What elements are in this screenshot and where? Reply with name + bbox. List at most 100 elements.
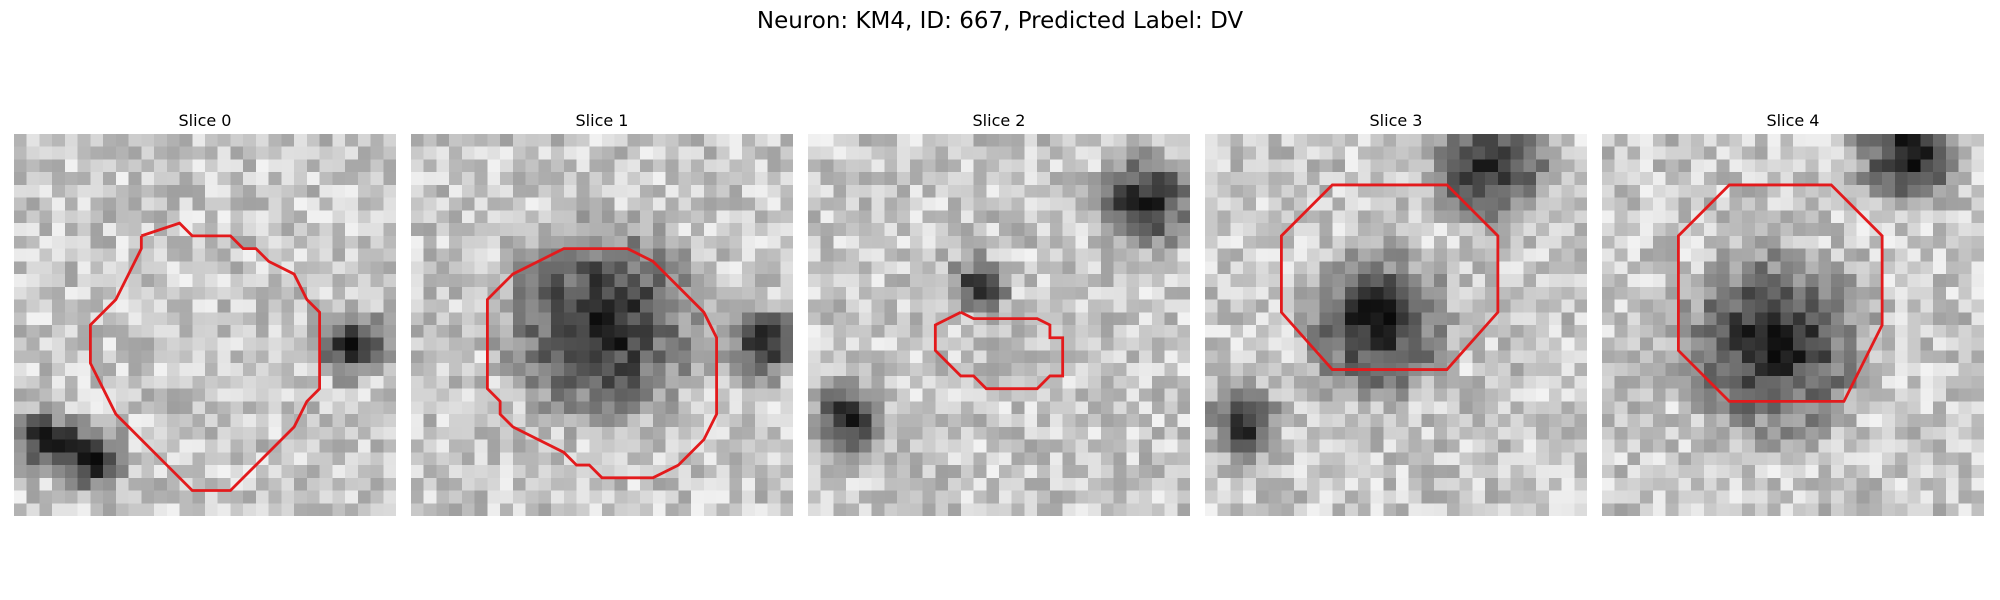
pixel bbox=[1767, 146, 1781, 160]
pixel bbox=[1780, 350, 1794, 364]
pixel bbox=[1472, 375, 1486, 389]
pixel bbox=[319, 490, 333, 504]
pixel bbox=[948, 159, 962, 173]
pixel bbox=[243, 274, 257, 288]
pixel bbox=[973, 210, 987, 224]
pixel bbox=[487, 452, 501, 466]
pixel bbox=[1332, 146, 1346, 160]
pixel bbox=[230, 134, 244, 147]
pixel bbox=[652, 134, 666, 147]
pixel bbox=[423, 350, 437, 364]
pixel bbox=[1024, 261, 1038, 275]
pixel bbox=[1011, 223, 1025, 237]
pixel bbox=[1113, 134, 1127, 147]
pixel bbox=[1627, 325, 1641, 338]
pixel bbox=[1497, 210, 1511, 224]
pixel bbox=[1396, 465, 1409, 479]
pixel bbox=[64, 452, 78, 466]
pixel bbox=[1640, 490, 1654, 504]
pixel bbox=[1882, 299, 1896, 313]
pixel bbox=[846, 439, 860, 453]
pixel bbox=[1882, 426, 1896, 440]
pixel bbox=[103, 388, 117, 402]
pixel bbox=[1024, 337, 1038, 351]
pixel bbox=[665, 325, 679, 338]
pixel bbox=[103, 184, 117, 198]
pixel bbox=[1332, 414, 1346, 428]
pixel bbox=[281, 414, 295, 428]
pixel bbox=[602, 248, 615, 262]
pixel bbox=[1383, 248, 1397, 262]
pixel bbox=[1281, 235, 1295, 249]
pixel bbox=[1268, 375, 1282, 389]
pixel bbox=[1703, 401, 1717, 415]
pixel bbox=[77, 146, 91, 160]
pixel bbox=[1485, 477, 1499, 491]
pixel bbox=[538, 375, 552, 389]
pixel bbox=[808, 223, 821, 237]
pixel bbox=[1357, 388, 1371, 402]
pixel bbox=[1357, 184, 1371, 198]
pixel bbox=[767, 210, 781, 224]
pixel bbox=[1767, 299, 1781, 313]
pixel bbox=[474, 503, 488, 516]
pixel bbox=[1907, 503, 1921, 516]
pixel bbox=[1818, 414, 1832, 428]
pixel bbox=[461, 261, 475, 275]
pixel bbox=[512, 299, 526, 313]
pixel bbox=[1485, 286, 1499, 300]
pixel bbox=[742, 426, 756, 440]
pixel bbox=[1037, 134, 1051, 147]
pixel bbox=[1370, 401, 1384, 415]
pixel bbox=[1640, 159, 1654, 173]
pixel bbox=[332, 363, 346, 377]
pixel bbox=[1088, 146, 1102, 160]
pixel bbox=[1958, 286, 1972, 300]
pixel bbox=[1177, 452, 1190, 466]
pixel bbox=[1319, 452, 1333, 466]
roi-contour bbox=[1676, 183, 1884, 403]
pixel bbox=[1497, 286, 1511, 300]
pixel bbox=[1230, 452, 1244, 466]
pixel bbox=[1729, 325, 1743, 338]
pixel bbox=[922, 490, 936, 504]
pixel bbox=[166, 426, 180, 440]
pixel bbox=[26, 134, 40, 147]
pixel bbox=[52, 325, 66, 338]
pixel bbox=[1843, 159, 1857, 173]
pixel bbox=[461, 134, 475, 147]
pixel bbox=[14, 401, 27, 415]
pixel bbox=[551, 426, 565, 440]
pixel bbox=[1011, 350, 1025, 364]
pixel bbox=[1602, 134, 1615, 147]
pixel bbox=[1383, 299, 1397, 313]
pixel bbox=[691, 503, 705, 516]
pixel bbox=[1602, 388, 1615, 402]
pixel bbox=[179, 350, 193, 364]
pixel bbox=[1691, 477, 1705, 491]
pixel bbox=[1434, 490, 1448, 504]
pixel bbox=[1665, 248, 1679, 262]
pixel bbox=[1332, 248, 1346, 262]
pixel bbox=[1024, 274, 1038, 288]
pixel bbox=[1716, 134, 1730, 147]
pixel bbox=[383, 350, 396, 364]
pixel bbox=[1100, 146, 1114, 160]
pixel bbox=[1243, 210, 1257, 224]
pixel bbox=[665, 146, 679, 160]
pixel bbox=[115, 388, 129, 402]
pixel bbox=[90, 363, 104, 377]
pixel bbox=[90, 350, 104, 364]
pixel bbox=[512, 325, 526, 338]
pixel bbox=[423, 375, 437, 389]
pixel bbox=[449, 261, 463, 275]
pixel bbox=[166, 159, 180, 173]
pixel bbox=[833, 337, 847, 351]
pixel bbox=[858, 274, 872, 288]
pixel bbox=[1907, 159, 1921, 173]
pixel bbox=[192, 172, 206, 186]
pixel bbox=[154, 235, 168, 249]
pixel bbox=[871, 388, 885, 402]
pixel bbox=[691, 223, 705, 237]
pixel bbox=[90, 439, 104, 453]
